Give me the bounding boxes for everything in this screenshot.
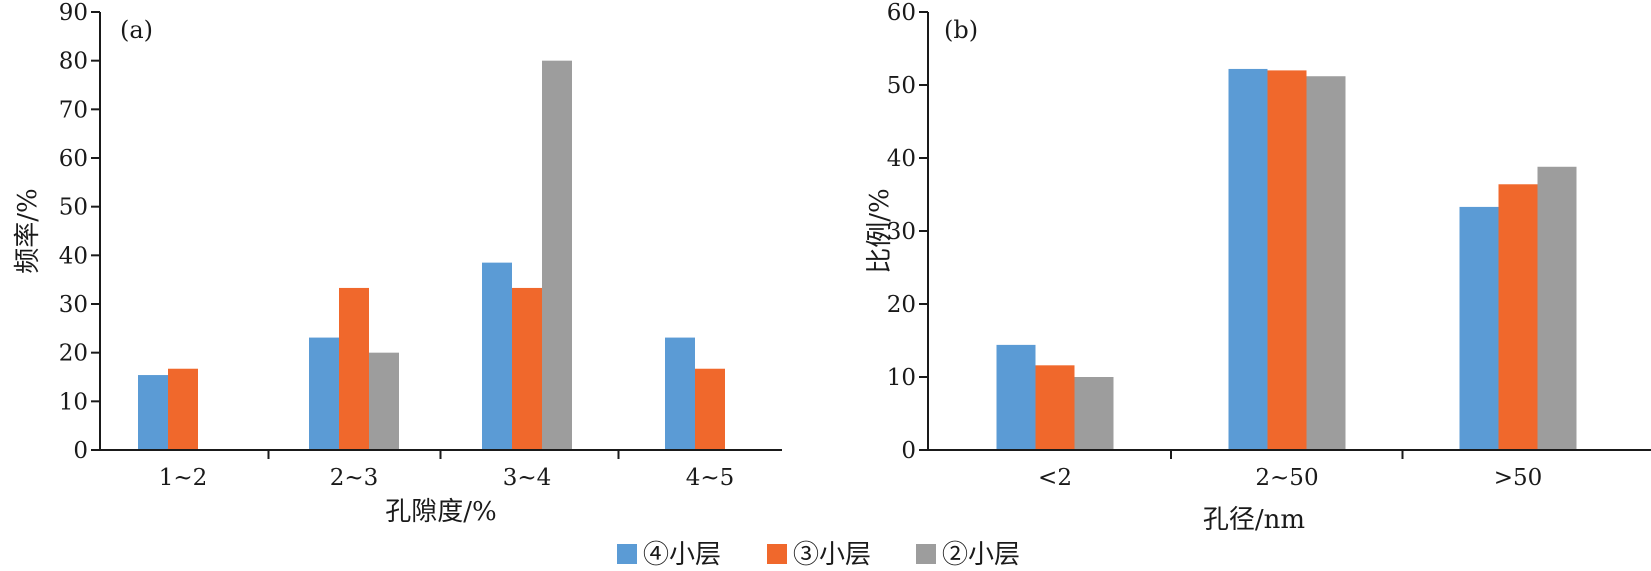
y-tick-label: 0 — [73, 438, 88, 464]
bar — [695, 368, 725, 450]
legend-swatch — [916, 544, 936, 564]
y-tick-label: 30 — [887, 219, 916, 245]
bar — [542, 60, 572, 451]
x-tick-label: 4~5 — [686, 465, 735, 491]
y-tick-label: 30 — [59, 292, 88, 318]
bar — [138, 375, 168, 450]
bar — [1074, 377, 1114, 450]
legend-swatch — [617, 544, 637, 564]
bar — [1228, 68, 1268, 450]
y-tick-label: 60 — [59, 146, 88, 172]
y-axis-title: 频率/% — [13, 188, 43, 273]
chart-panel-a: 0 10 20 30 40 50 60 70 80 90 1~2 2~3 3~4 4~5 (a) 孔隙度/% 频… — [13, 0, 782, 527]
bar — [1537, 166, 1577, 450]
bar — [512, 287, 542, 450]
x-tick-label: 1~2 — [159, 465, 208, 491]
y-tick-label: 50 — [887, 73, 916, 99]
bar — [482, 262, 512, 450]
x-axis-title: 孔隙度/% — [385, 497, 496, 527]
y-tick-label: 10 — [59, 389, 88, 415]
y-tick-label: 0 — [901, 438, 916, 464]
x-tick-label: 2~3 — [330, 465, 379, 491]
y-tick-label: 40 — [887, 146, 916, 172]
legend-swatch — [767, 544, 787, 564]
bar — [1498, 184, 1538, 450]
x-tick-label: 2~50 — [1255, 465, 1318, 491]
bar — [1035, 365, 1075, 450]
legend-label: ③小层 — [793, 540, 871, 570]
x-tick-label: >50 — [1494, 465, 1543, 491]
bar — [1459, 206, 1499, 450]
y-tick-label: 40 — [59, 243, 88, 269]
x-tick-label: <2 — [1038, 465, 1072, 491]
bar — [996, 344, 1036, 450]
y-tick-label: 90 — [59, 0, 88, 26]
bar — [339, 287, 369, 450]
bar — [369, 352, 399, 450]
y-tick-label: 80 — [59, 49, 88, 75]
legend: ④小层 ③小层 ②小层 — [617, 540, 1020, 570]
bar — [1306, 76, 1346, 451]
y-tick-label: 70 — [59, 97, 88, 123]
y-tick-label: 60 — [887, 0, 916, 26]
panel-label: (b) — [944, 16, 978, 44]
bar — [665, 337, 695, 450]
panel-label: (a) — [120, 16, 153, 44]
legend-label: ④小层 — [643, 540, 721, 570]
y-axis-title: 比例/% — [865, 188, 895, 273]
legend-label: ②小层 — [942, 540, 1020, 570]
x-tick-label: 3~4 — [503, 465, 552, 491]
bar — [1267, 70, 1307, 451]
chart-panel-b: 0 10 20 30 40 50 60 <2 2~50 >50 (b) 孔径/nm 比例/% — [865, 0, 1651, 535]
bar — [309, 337, 339, 450]
y-tick-label: 50 — [59, 195, 88, 221]
bar — [168, 368, 198, 450]
x-axis-title: 孔径/nm — [1203, 505, 1305, 535]
y-tick-label: 20 — [887, 292, 916, 318]
y-tick-label: 10 — [887, 365, 916, 391]
y-tick-label: 20 — [59, 341, 88, 367]
